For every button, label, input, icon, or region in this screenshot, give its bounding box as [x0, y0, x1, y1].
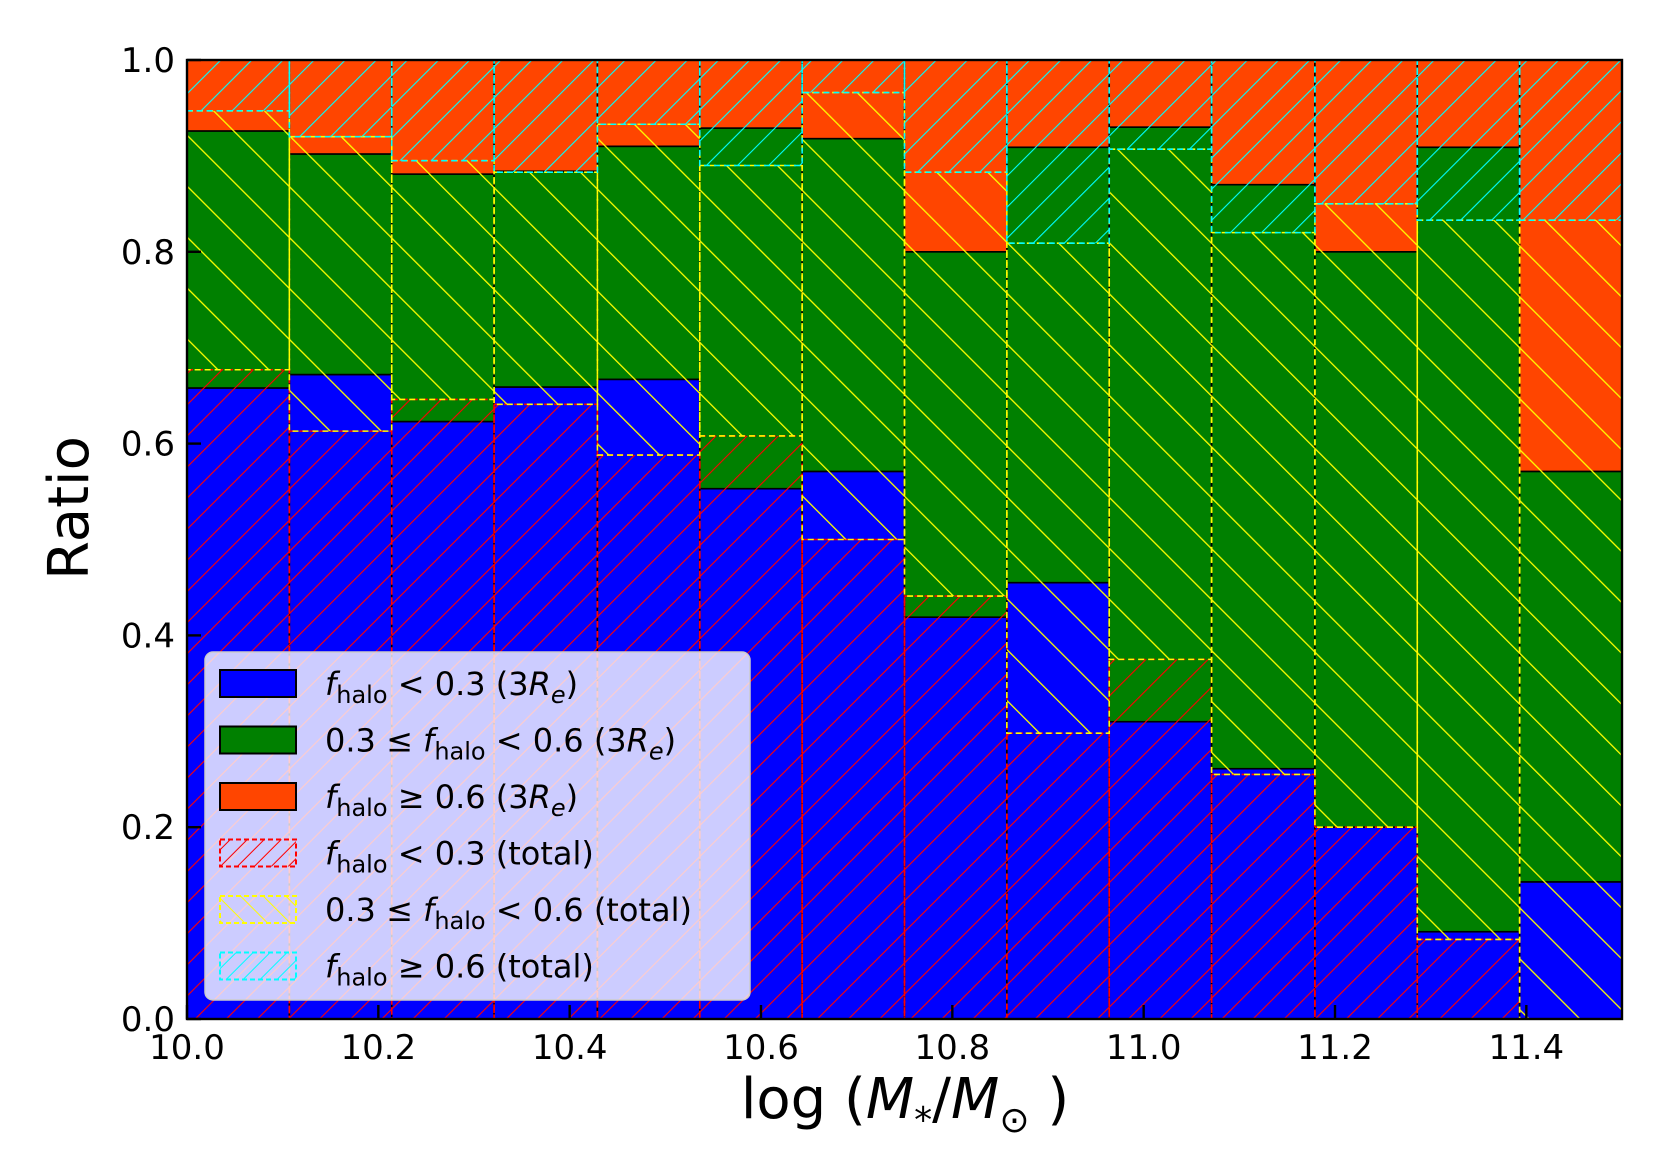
bar-total-s2-bin13: [1518, 59, 1623, 221]
bar-total-s1-bin3: [493, 171, 599, 406]
legend-swatch-0: [219, 669, 297, 698]
bar-total-s0-bin6: [801, 538, 906, 1020]
x-axis-label: log (M*/M⊙ ): [741, 1067, 1069, 1141]
bar-total-s0-bin11: [1314, 826, 1419, 1020]
x-tick-label-2: 10.4: [532, 1028, 608, 1068]
bar-total-s0-bin8: [1006, 732, 1111, 1020]
legend-swatch-5: [219, 951, 297, 981]
bar-total-s0-bin9: [1108, 658, 1213, 1020]
bar-total-s0-bin12: [1416, 938, 1521, 1020]
bar-total-s1-bin7: [903, 171, 1008, 597]
bar-total-s1-bin11: [1314, 203, 1419, 828]
bar-total-s2-bin8: [1006, 59, 1111, 244]
bar-total-s2-bin2: [390, 59, 495, 162]
x-tick-label-5: 11.0: [1106, 1028, 1182, 1068]
legend-swatch-4: [219, 895, 297, 924]
bar-total-s2-bin3: [493, 59, 599, 174]
legend-label-1: 0.3 ≤ fhalo < 0.6 (3Re): [325, 722, 676, 766]
legend-label-5: fhalo ≥ 0.6 (total): [325, 948, 594, 992]
bar-total-s1-bin5: [698, 164, 803, 437]
legend-label-3: fhalo < 0.3 (total): [325, 835, 594, 879]
bar-total-s2-bin10: [1210, 59, 1316, 234]
y-tick-label-0: 0.0: [121, 1000, 175, 1040]
legend-box: [204, 651, 751, 1001]
bar-total-s2-bin7: [903, 59, 1008, 174]
x-tick-label-1: 10.2: [340, 1028, 416, 1068]
legend-swatch-3: [219, 838, 297, 868]
y-axis-label: Ratio: [37, 436, 102, 580]
bar-total-s2-bin12: [1416, 59, 1521, 221]
bar-total-s1-bin10: [1210, 231, 1316, 776]
legend-swatch-1: [219, 725, 297, 755]
bar-total-s2-bin6: [801, 59, 906, 94]
bar-total-s0-bin7: [903, 595, 1008, 1020]
bar-total-s2-bin1: [288, 59, 393, 138]
y-tick-label-1: 0.2: [121, 808, 175, 848]
bar-total-s1-bin12: [1416, 219, 1521, 941]
bar-total-s1-bin2: [390, 159, 495, 401]
x-tick-label-6: 11.2: [1297, 1028, 1373, 1068]
bar-total-s2-bin0: [186, 59, 291, 112]
legend-label-2: fhalo ≥ 0.6 (3Re): [325, 778, 578, 822]
legend-label-0: fhalo < 0.3 (3Re): [325, 665, 578, 709]
plot-frame: [185, 58, 1624, 1021]
bar-total-s2-bin11: [1314, 59, 1419, 205]
y-tick-label-2: 0.4: [121, 616, 175, 656]
y-tick-label-4: 0.8: [121, 233, 175, 273]
bar-total-s2-bin4: [596, 59, 701, 126]
bar-total-s1-bin8: [1006, 242, 1111, 735]
bar-total-s1-bin4: [596, 123, 701, 456]
x-tick-label-0: 10.0: [149, 1028, 225, 1068]
bar-total-s2-bin5: [698, 59, 803, 167]
bar-total-s0-bin10: [1210, 773, 1316, 1020]
x-tick-label-7: 11.4: [1488, 1028, 1564, 1068]
y-tick-label-3: 0.6: [121, 425, 175, 465]
x-tick-label-4: 10.8: [914, 1028, 990, 1068]
legend-swatch-2: [219, 782, 297, 811]
legend-label-4: 0.3 ≤ fhalo < 0.6 (total): [325, 891, 692, 935]
bar-total-s1-bin1: [288, 135, 393, 432]
bar-total-s1-bin0: [186, 110, 291, 371]
bar-total-s1-bin9: [1108, 148, 1213, 661]
bar-total-s2-bin9: [1108, 59, 1213, 150]
bar-total-s1-bin6: [801, 91, 906, 541]
axes: 10.0 10.2 10.4 10.6 10.8 11.0 11.2 11.4 0.0 0.2 0.…: [121, 41, 1624, 1068]
x-tick-label-3: 10.6: [723, 1028, 799, 1068]
legend: fhalo < 0.3 (3Re) 0.3 ≤ fhalo < 0.6 (3Re)…: [204, 651, 751, 1001]
y-tick-label-5: 1.0: [121, 41, 175, 81]
bar-total-s1-bin13: [1518, 219, 1623, 1020]
